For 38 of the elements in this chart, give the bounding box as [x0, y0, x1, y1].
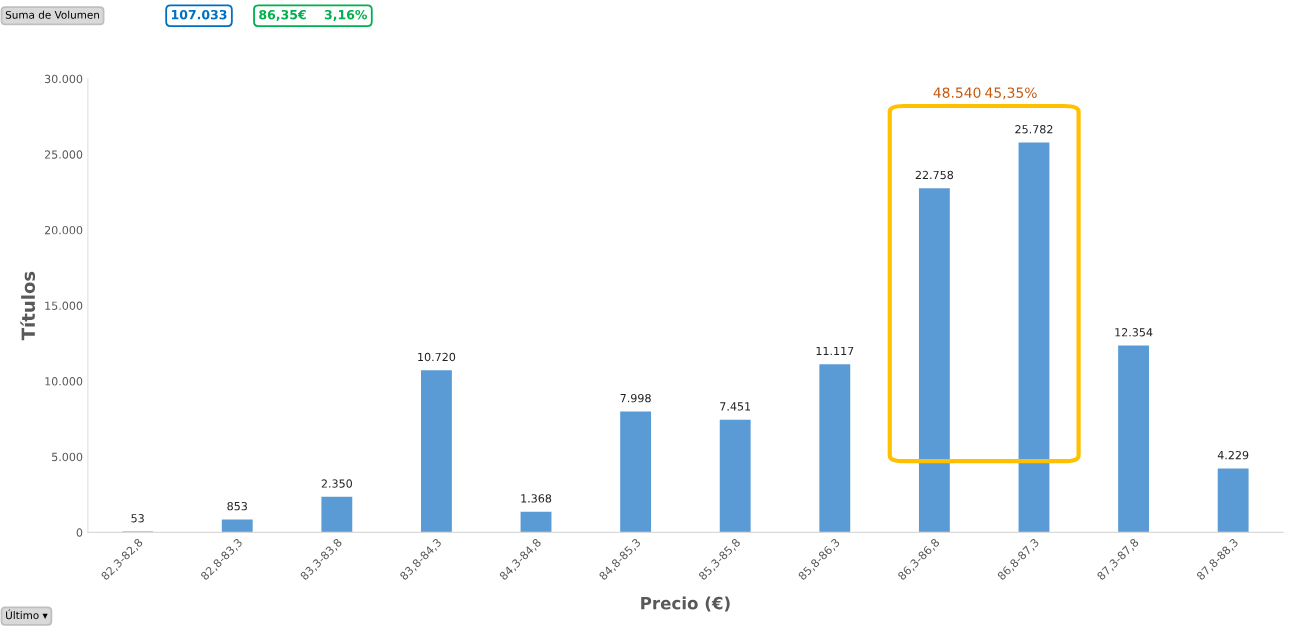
x-axis-title: Precio (€) — [641, 596, 730, 612]
data-label: 22.758 — [915, 170, 954, 180]
y-axis-title: Títulos — [20, 271, 36, 341]
bar — [520, 511, 552, 533]
text: 107.033 — [171, 9, 227, 20]
y-tick-label: 15.000 — [45, 301, 83, 310]
data-label: 853 — [227, 501, 247, 511]
data-label: 7.451 — [720, 402, 751, 411]
bar — [719, 419, 751, 533]
bar — [1217, 468, 1249, 533]
text: Último ▾ — [6, 609, 48, 620]
y-tick-label: 0 — [76, 528, 83, 537]
annotation: 45,35% — [985, 87, 1037, 100]
bar — [1018, 142, 1050, 533]
bar — [420, 370, 452, 533]
text: 86,35€ 3,16% — [259, 9, 368, 21]
y-tick-label: 10.000 — [45, 377, 83, 386]
y-tick-label: 20.000 — [44, 225, 83, 235]
bar — [620, 411, 652, 533]
bar — [819, 364, 851, 533]
bar — [918, 188, 950, 533]
data-label: 2.350 — [321, 479, 352, 488]
data-label: 12.354 — [1115, 328, 1153, 337]
text: Suma de Volumen — [5, 10, 100, 19]
bar — [221, 519, 253, 533]
data-label: 7.998 — [620, 393, 651, 403]
data-label: 1.368 — [521, 494, 552, 503]
bar — [321, 496, 353, 533]
y-tick-label: 5.000 — [52, 452, 83, 462]
y-tick-label: 30.000 — [44, 74, 83, 84]
data-label: 25.782 — [1015, 125, 1053, 134]
data-label: 53 — [131, 514, 144, 523]
data-label: 10.720 — [418, 352, 456, 362]
data-label: 11.117 — [816, 346, 854, 356]
y-tick-label: 25.000 — [44, 150, 83, 159]
annotation: 48.540 — [933, 87, 981, 98]
data-label: 4.229 — [1217, 450, 1249, 460]
bar — [1118, 345, 1150, 533]
